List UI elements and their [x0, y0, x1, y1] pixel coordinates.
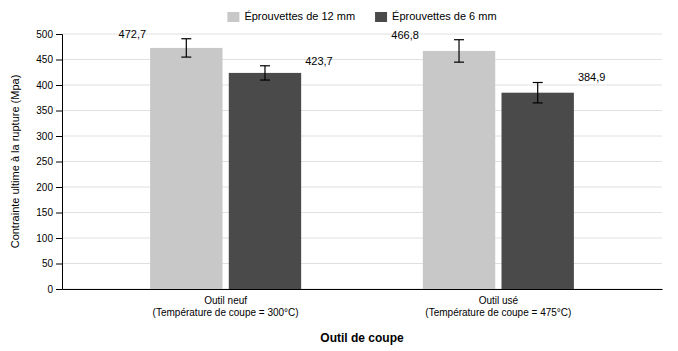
error-bar — [181, 39, 191, 57]
legend-label: Éprouvettes de 6 mm — [392, 10, 497, 22]
error-cap — [260, 65, 270, 66]
tick-mark — [56, 213, 62, 214]
tick-mark — [56, 34, 62, 35]
value-labels: 472,7 466,8 423,7 384,9 — [119, 28, 606, 84]
tick-mark — [56, 264, 62, 265]
value-label: 466,8 — [391, 29, 419, 41]
error-cap — [533, 82, 543, 83]
grid-line — [62, 34, 662, 35]
x-axis-title: Outil de coupe — [320, 331, 404, 345]
series — [229, 66, 574, 289]
tick-label: 300 — [36, 131, 53, 142]
error-line — [264, 66, 265, 80]
error-line — [458, 40, 459, 62]
legend-swatch — [227, 12, 239, 22]
legend-item: Éprouvettes de 12 mm — [227, 10, 355, 22]
y-tick: 400 — [36, 80, 62, 91]
bar — [502, 93, 574, 289]
value-label: 423,7 — [305, 55, 333, 67]
error-cap — [454, 39, 464, 40]
tick-label: 0 — [47, 284, 53, 295]
legend: Éprouvettes de 12 mm Éprouvettes de 6 mm — [227, 10, 496, 22]
legend-item: Éprouvettes de 6 mm — [375, 10, 497, 22]
tick-mark — [56, 238, 62, 239]
tick-label: Outil neuf(Température de coupe = 300°C) — [153, 295, 299, 318]
y-axis: 0 50 100 150 200 250 300 350 400 450 500 — [36, 29, 62, 295]
x-axis: Outil neuf(Température de coupe = 300°C)… — [63, 290, 663, 319]
tick-mark — [56, 111, 62, 112]
tick-mark — [56, 136, 62, 137]
tick-label: 200 — [36, 182, 53, 193]
error-cap — [454, 62, 464, 63]
error-cap — [181, 57, 191, 58]
y-tick: 200 — [36, 182, 62, 193]
value-label: 384,9 — [578, 71, 606, 83]
tick-label: 500 — [36, 29, 53, 40]
tick-mark — [56, 60, 62, 61]
bars — [150, 39, 574, 289]
grid — [62, 34, 662, 289]
tick-label: 250 — [36, 156, 53, 167]
tick-label-line: Outil neuf — [204, 295, 247, 306]
x-tick: Outil usé(Température de coupe = 475°C) — [425, 295, 571, 318]
y-tick: 100 — [36, 233, 62, 244]
y-tick: 50 — [42, 258, 62, 269]
error-bar — [260, 66, 270, 80]
y-tick: 150 — [36, 207, 62, 218]
tick-label: 450 — [36, 54, 53, 65]
error-line — [537, 83, 538, 103]
error-bar — [454, 40, 464, 62]
x-tick: Outil neuf(Température de coupe = 300°C) — [153, 295, 299, 318]
bar — [229, 73, 301, 289]
error-line — [186, 39, 187, 57]
y-axis-title: Contrainte ultime à la rupture (Mpa) — [9, 75, 21, 249]
y-tick: 300 — [36, 131, 62, 142]
plot: 0 50 100 150 200 250 300 350 400 450 500 Outil neuf… — [36, 28, 662, 318]
tick-label: 350 — [36, 105, 53, 116]
y-tick: 350 — [36, 105, 62, 116]
tick-label: 50 — [42, 258, 54, 269]
error-cap — [533, 102, 543, 103]
tick-mark — [56, 85, 62, 86]
tick-label-line: (Température de coupe = 475°C) — [425, 307, 571, 318]
chart: 0 50 100 150 200 250 300 350 400 450 500 Outil neuf… — [0, 0, 678, 351]
tick-label: 150 — [36, 207, 53, 218]
y-tick: 250 — [36, 156, 62, 167]
series — [150, 39, 495, 289]
tick-mark — [56, 289, 62, 290]
tick-mark — [56, 187, 62, 188]
y-tick: 450 — [36, 54, 62, 65]
axis-line — [63, 289, 663, 290]
tick-label: 100 — [36, 233, 53, 244]
error-cap — [260, 79, 270, 80]
y-tick: 500 — [36, 29, 62, 40]
tick-label-line: Outil usé — [479, 295, 519, 306]
legend-swatch — [375, 12, 387, 22]
tick-mark — [56, 162, 62, 163]
legend-label: Éprouvettes de 12 mm — [244, 10, 355, 22]
axis-line — [56, 35, 63, 290]
error-bar — [533, 83, 543, 103]
bar — [423, 51, 495, 289]
error-cap — [181, 38, 191, 39]
value-label: 472,7 — [119, 28, 147, 40]
bar — [150, 48, 222, 289]
y-tick: 0 — [47, 284, 62, 295]
tick-label: 400 — [36, 80, 53, 91]
tick-label-line: (Température de coupe = 300°C) — [153, 307, 299, 318]
tick-label: Outil usé(Température de coupe = 475°C) — [425, 295, 571, 318]
